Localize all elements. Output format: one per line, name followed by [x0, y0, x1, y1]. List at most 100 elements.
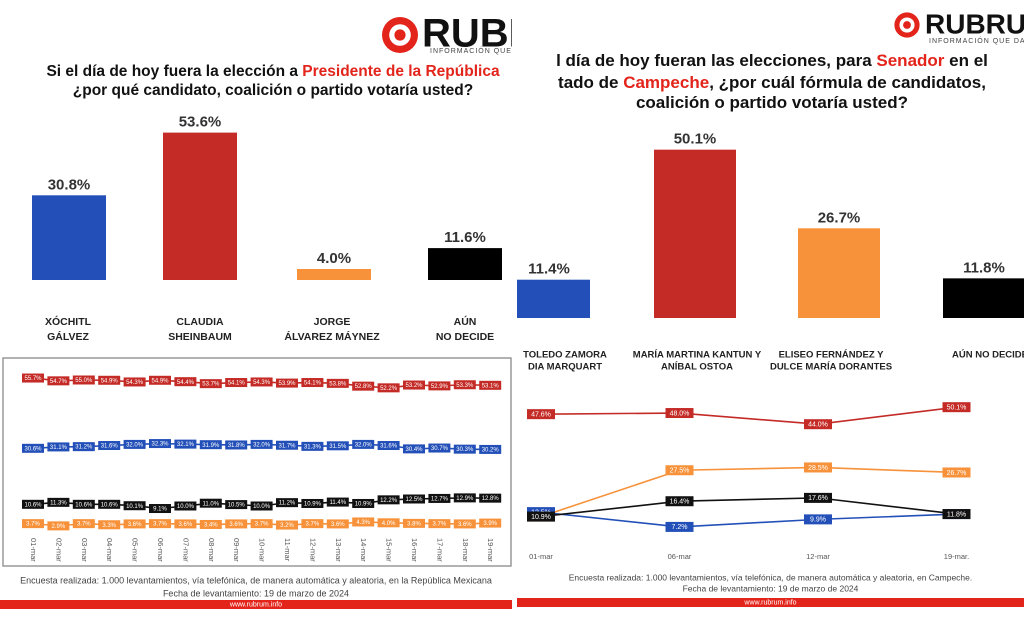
point-label: 54.1%	[304, 381, 322, 387]
bar-value-label: 30.8%	[48, 176, 91, 193]
x-tick-label: 09-mar	[232, 538, 241, 562]
point-label-box	[665, 521, 694, 532]
bar	[517, 279, 590, 318]
point-label: 30.3%	[456, 447, 474, 453]
point-label-box	[199, 440, 222, 450]
footnote: Encuesta realizada: 1.000 levantamientos…	[20, 575, 492, 585]
point-label-box	[174, 519, 197, 529]
title-segment: l día de hoy fueran las elecciones, para	[556, 51, 876, 70]
point-label: 32.0%	[355, 442, 373, 448]
point-label-box	[276, 440, 298, 450]
point-label: 10.9%	[355, 502, 373, 508]
point-label-box	[225, 500, 248, 510]
logo-dot	[903, 21, 911, 29]
point-label: 54.1%	[228, 381, 246, 387]
point-label-box	[47, 442, 70, 452]
point-label-box	[377, 383, 400, 393]
category-label: ELISEO FERNÁNDEZ Y	[779, 350, 885, 361]
point-label: 54.7%	[50, 379, 68, 385]
point-label-box	[225, 519, 248, 529]
point-label-box	[250, 377, 273, 387]
point-label-box	[98, 499, 121, 509]
point-label-box	[123, 501, 146, 511]
series-line	[540, 511, 957, 528]
point-label-box	[527, 511, 555, 522]
point-label-box	[149, 519, 171, 529]
title-segment: , ¿por cuál fórmula de candidatos,	[709, 73, 986, 92]
bar	[297, 269, 371, 280]
point-label-box	[301, 519, 324, 529]
bar-value-label: 53.6%	[179, 114, 222, 131]
website: www.rubrum.info	[229, 601, 282, 608]
point-label: 3.7%	[255, 522, 269, 528]
point-label-box	[403, 494, 425, 504]
x-tick-label: 11-mar	[283, 538, 292, 562]
point-label-box	[479, 380, 502, 390]
point-label-box	[479, 493, 502, 503]
point-label-box	[174, 377, 197, 387]
point-label: 11.4%	[330, 500, 347, 506]
point-label: 3.9%	[483, 521, 497, 527]
point-label-box	[428, 443, 451, 453]
right-panel: RUBRUMINFORMACIÓN QUE DA PO l día de hoy …	[517, 8, 1024, 607]
point-label: 53.2%	[405, 383, 423, 389]
x-tick-label: 12-mar	[308, 538, 317, 562]
point-label: 3.6%	[179, 522, 193, 528]
point-label: 9.9%	[810, 517, 826, 524]
title-segment: Si el día de hoy fuera la elección a	[46, 63, 302, 80]
category-label: AÚN	[454, 315, 477, 328]
point-label-box	[276, 498, 298, 508]
category-label: GÁLVEZ	[47, 330, 89, 343]
point-label-box	[326, 497, 349, 507]
point-label: 11.2%	[279, 501, 296, 507]
point-label-box	[403, 518, 425, 528]
point-label: 30.2%	[482, 448, 500, 454]
title-segment: Campeche	[623, 73, 709, 92]
point-label-box	[804, 492, 832, 503]
point-label: 31.6%	[380, 444, 398, 450]
point-label-box	[98, 375, 121, 385]
x-tick-label: 12-mar	[806, 552, 830, 561]
point-label-box	[98, 441, 121, 451]
bar-value-label: 11.4%	[528, 261, 570, 278]
point-label: 55.0%	[75, 378, 93, 384]
point-label-box	[301, 378, 324, 388]
point-label-box	[377, 518, 400, 528]
point-label: 3.6%	[128, 522, 142, 528]
point-label-box	[149, 439, 171, 449]
x-tick-label: 08-mar	[207, 538, 216, 562]
point-label: 32.0%	[253, 442, 271, 448]
left-panel: RUBRINFORMACIÓN QUE Si el día de hoy fuer…	[0, 12, 512, 609]
logo-tagline: INFORMACIÓN QUE	[430, 46, 512, 55]
point-label: 53.8%	[329, 381, 347, 387]
category-label: JORGE	[314, 316, 351, 328]
point-label: 3.7%	[77, 522, 91, 528]
category-label: DIA MARQUART	[528, 362, 602, 373]
series-line	[540, 466, 957, 518]
point-label: 12.9%	[456, 496, 474, 502]
point-label-box	[301, 441, 324, 451]
point-label: 12.2%	[380, 498, 398, 504]
point-label-box	[225, 378, 248, 388]
point-label-box	[326, 519, 349, 529]
point-label-box	[352, 517, 375, 527]
chart-title: coalición o partido votaría usted?	[636, 93, 908, 112]
bar-value-label: 11.6%	[444, 229, 486, 246]
point-label-box	[453, 493, 476, 503]
point-label-box	[352, 498, 375, 508]
title-segment: Presidente de la República	[302, 63, 500, 80]
point-label-box	[47, 497, 70, 507]
bar	[163, 132, 237, 280]
bar	[943, 278, 1024, 318]
title-segment: Senador	[876, 51, 944, 70]
point-label: 48.0%	[670, 410, 690, 417]
point-label: 3.2%	[280, 523, 294, 529]
point-label: 17.6%	[808, 495, 828, 502]
point-label-box	[22, 443, 44, 453]
point-label-box	[479, 444, 502, 454]
point-label-box	[149, 375, 171, 385]
point-label-box	[453, 444, 476, 454]
title-segment: tado de	[558, 73, 623, 92]
category-label: TOLEDO ZAMORA	[523, 350, 607, 361]
point-label-box	[123, 439, 146, 449]
